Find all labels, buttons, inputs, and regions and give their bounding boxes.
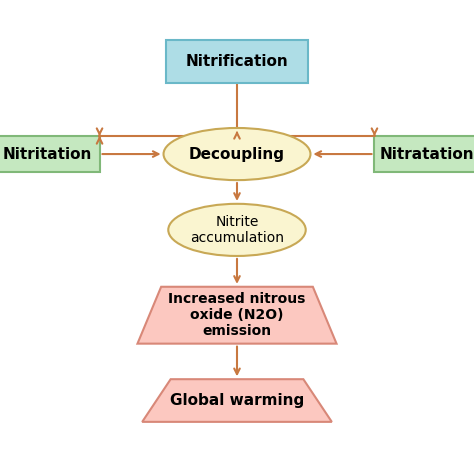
Ellipse shape (164, 128, 310, 180)
Text: Decoupling: Decoupling (189, 146, 285, 162)
FancyBboxPatch shape (374, 137, 474, 172)
FancyBboxPatch shape (0, 137, 100, 172)
Ellipse shape (168, 204, 306, 256)
Text: Nitratation: Nitratation (379, 146, 474, 162)
Polygon shape (137, 287, 337, 344)
Text: Nitritation: Nitritation (3, 146, 92, 162)
Polygon shape (142, 379, 332, 422)
Text: Increased nitrous
oxide (N2O)
emission: Increased nitrous oxide (N2O) emission (168, 292, 306, 338)
FancyBboxPatch shape (166, 40, 308, 83)
Text: Nitrite
accumulation: Nitrite accumulation (190, 215, 284, 245)
Text: Nitrification: Nitrification (186, 54, 288, 69)
Text: Global warming: Global warming (170, 393, 304, 408)
